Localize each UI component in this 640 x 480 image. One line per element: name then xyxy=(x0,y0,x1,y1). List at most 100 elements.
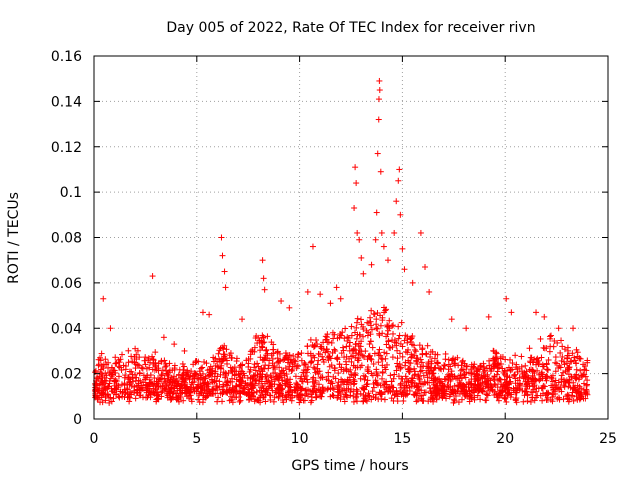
data-point xyxy=(360,392,367,399)
data-point xyxy=(221,268,228,275)
data-point xyxy=(224,390,231,397)
data-point xyxy=(283,371,290,378)
data-point xyxy=(543,396,550,403)
data-point xyxy=(304,376,311,383)
data-point xyxy=(468,395,475,402)
data-point xyxy=(138,387,145,394)
data-point xyxy=(452,393,459,400)
data-point xyxy=(549,378,556,385)
y-tick-label: 0.12 xyxy=(51,140,82,156)
data-point xyxy=(216,358,223,365)
data-point xyxy=(543,391,550,398)
data-point xyxy=(334,356,341,363)
data-point xyxy=(494,362,501,369)
data-point xyxy=(576,355,583,362)
data-point xyxy=(416,380,423,387)
data-point xyxy=(373,209,380,216)
data-point xyxy=(526,382,533,389)
data-point xyxy=(255,363,262,370)
data-point xyxy=(260,335,267,342)
data-point xyxy=(128,391,135,398)
data-point xyxy=(432,376,439,383)
data-point xyxy=(569,350,576,357)
data-point xyxy=(310,388,317,395)
data-point xyxy=(262,391,269,398)
data-point xyxy=(253,388,260,395)
data-point xyxy=(427,385,434,392)
data-point xyxy=(419,345,426,352)
data-point xyxy=(395,363,402,370)
data-point xyxy=(364,366,371,373)
data-point xyxy=(412,348,419,355)
data-point xyxy=(325,357,332,364)
data-point xyxy=(385,327,392,334)
data-point xyxy=(491,373,498,380)
data-point xyxy=(319,374,326,381)
data-point xyxy=(381,309,388,316)
data-point xyxy=(339,378,346,385)
data-point xyxy=(263,371,270,378)
data-point xyxy=(570,397,577,404)
data-point xyxy=(172,378,179,385)
data-point xyxy=(317,387,324,394)
data-point xyxy=(512,352,519,359)
data-point xyxy=(287,360,294,367)
data-point xyxy=(244,381,251,388)
data-point xyxy=(403,390,410,397)
data-point xyxy=(399,389,406,396)
data-point xyxy=(224,378,231,385)
data-point xyxy=(404,339,411,346)
data-point xyxy=(320,359,327,366)
x-tick-label: 15 xyxy=(393,431,411,447)
data-point xyxy=(367,338,374,345)
data-point xyxy=(192,370,199,377)
data-point xyxy=(512,397,519,404)
data-point xyxy=(565,366,572,373)
data-point xyxy=(266,379,273,386)
data-point xyxy=(414,397,421,404)
data-point xyxy=(408,374,415,381)
data-point xyxy=(376,77,383,84)
data-point xyxy=(279,386,286,393)
data-point xyxy=(420,381,427,388)
data-point xyxy=(573,366,580,373)
data-point xyxy=(199,364,206,371)
data-point xyxy=(331,331,338,338)
data-point xyxy=(440,383,447,390)
data-point xyxy=(142,374,149,381)
data-point xyxy=(257,370,264,377)
data-point xyxy=(557,364,564,371)
data-point xyxy=(546,348,553,355)
data-point xyxy=(357,390,364,397)
data-point xyxy=(98,366,105,373)
data-point xyxy=(506,374,513,381)
data-point xyxy=(394,347,401,354)
data-point xyxy=(516,374,523,381)
data-point xyxy=(354,364,361,371)
data-point xyxy=(331,364,338,371)
data-point xyxy=(398,319,405,326)
data-point xyxy=(270,398,277,405)
data-point xyxy=(471,396,478,403)
data-point xyxy=(353,393,360,400)
data-point xyxy=(432,364,439,371)
x-tick-label: 5 xyxy=(192,431,201,447)
data-point xyxy=(482,379,489,386)
data-point xyxy=(206,369,213,376)
data-point xyxy=(310,383,317,390)
data-point xyxy=(128,382,135,389)
data-point xyxy=(564,391,571,398)
data-point xyxy=(350,398,357,405)
data-point xyxy=(550,343,557,350)
data-point xyxy=(527,358,534,365)
chart-title: Day 005 of 2022, Rate Of TEC Index for r… xyxy=(166,20,535,36)
data-point xyxy=(328,362,335,369)
data-point xyxy=(470,384,477,391)
data-point xyxy=(201,358,208,365)
data-point xyxy=(520,398,527,405)
data-point xyxy=(256,339,263,346)
data-point xyxy=(212,362,219,369)
data-point xyxy=(275,394,282,401)
data-point xyxy=(278,368,285,375)
